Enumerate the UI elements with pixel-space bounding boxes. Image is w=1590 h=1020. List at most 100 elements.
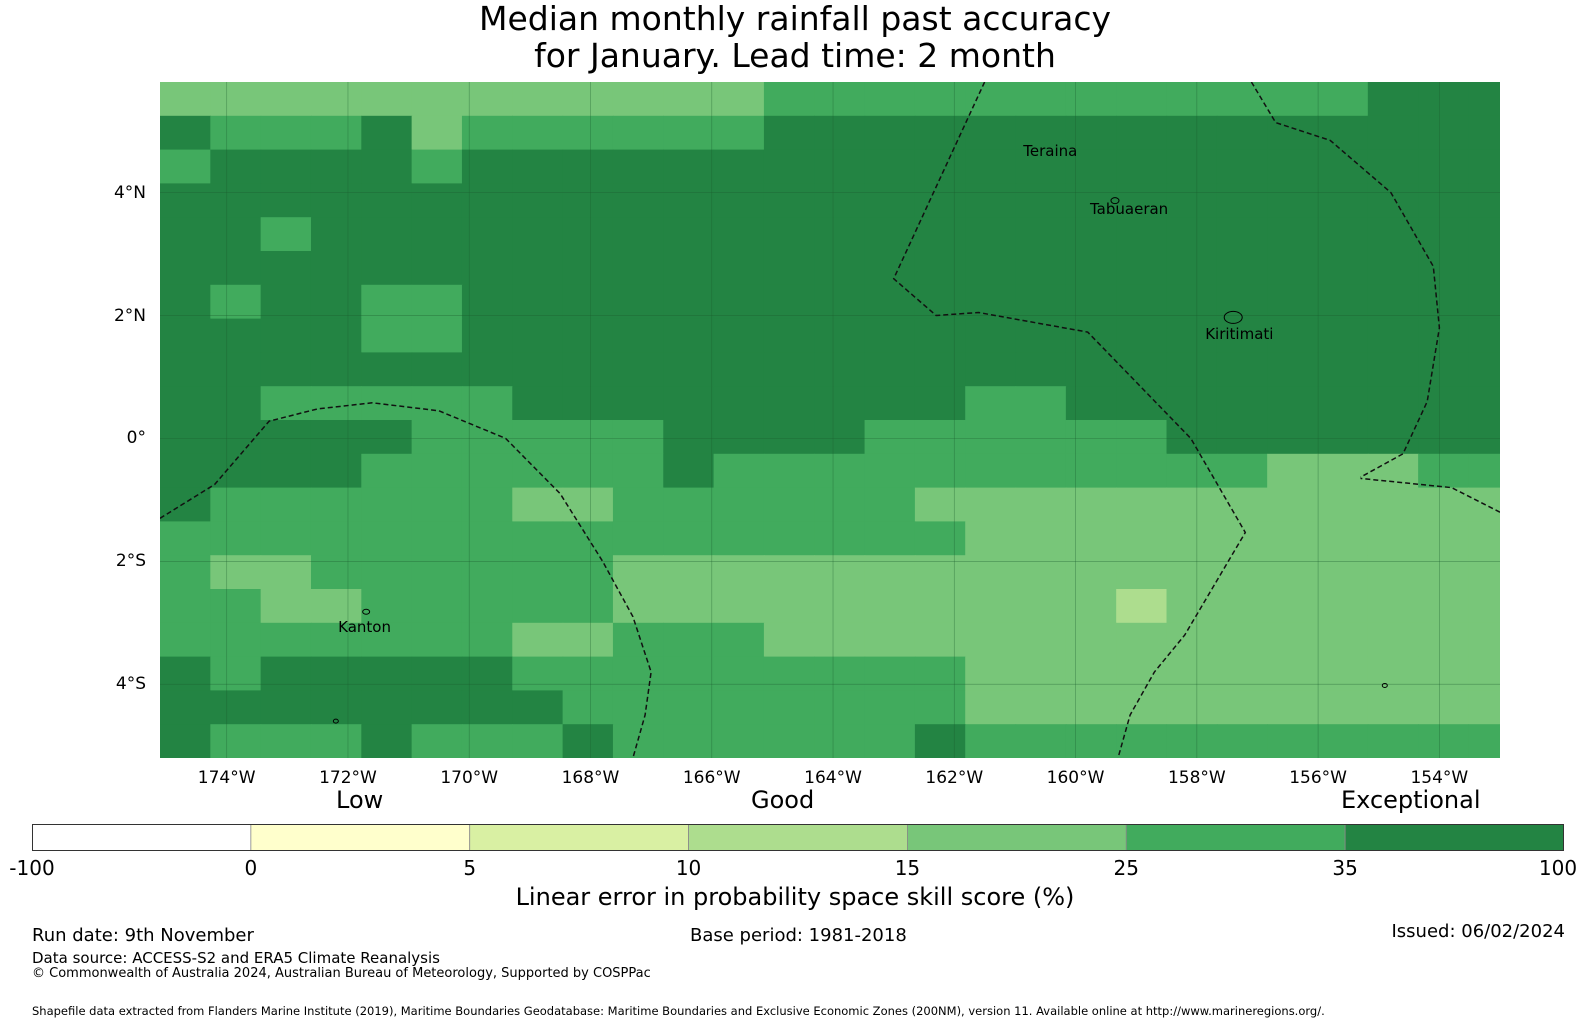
colorbar-tick-label: 25	[1113, 856, 1139, 880]
heatmap-cell	[411, 251, 463, 286]
heatmap-cell	[864, 318, 916, 353]
heatmap-cell	[361, 284, 413, 320]
heatmap-cell	[210, 487, 262, 522]
heatmap-cell	[663, 420, 715, 455]
heatmap-cell	[1065, 521, 1117, 556]
heatmap-cell	[914, 183, 966, 218]
heatmap-cell	[1166, 487, 1218, 522]
heatmap-cell	[1166, 656, 1218, 691]
heatmap-cell	[1166, 183, 1218, 218]
heatmap-cell	[210, 82, 262, 117]
heatmap-cell	[864, 521, 916, 556]
heatmap-cell	[1468, 386, 1500, 421]
heatmap-cell	[663, 251, 715, 286]
heatmap-cell	[763, 622, 815, 658]
heatmap-cell	[562, 487, 614, 522]
heatmap-cell	[1267, 318, 1319, 353]
skill-score-map[interactable]	[160, 82, 1500, 758]
heatmap-cell	[663, 724, 715, 758]
heatmap-cell	[1367, 555, 1419, 590]
heatmap-cell	[612, 251, 664, 286]
heatmap-cell	[1367, 690, 1419, 725]
heatmap-cell	[1418, 420, 1470, 455]
heatmap-cell	[1065, 352, 1117, 387]
heatmap-cell	[260, 82, 312, 117]
heatmap-cell	[1267, 453, 1319, 489]
heatmap-cell	[562, 82, 614, 117]
heatmap-cell	[260, 487, 312, 522]
heatmap-cell	[210, 555, 262, 590]
heatmap-cell	[1216, 453, 1268, 489]
heatmap-cell	[260, 521, 312, 556]
heatmap-cell	[461, 622, 513, 658]
heatmap-cell	[1468, 217, 1500, 252]
heatmap-cell	[965, 284, 1017, 320]
heatmap-cell	[914, 487, 966, 522]
heatmap-cell	[814, 183, 866, 218]
heatmap-cell	[562, 284, 614, 320]
heatmap-cell	[1468, 420, 1500, 455]
heatmap-cell	[461, 555, 513, 590]
heatmap-cell	[461, 420, 513, 455]
heatmap-cell	[1216, 656, 1268, 691]
heatmap-cell	[713, 386, 765, 421]
heatmap-cell	[361, 115, 413, 151]
lat-tick-label: 2°N	[113, 305, 146, 326]
heatmap-cell	[965, 149, 1017, 184]
run-date: Run date: 9th November	[32, 925, 254, 946]
heatmap-cell	[965, 453, 1017, 489]
heatmap-cell	[1367, 386, 1419, 421]
heatmap-cell	[512, 251, 564, 286]
heatmap-cell	[1065, 555, 1117, 590]
heatmap-cell	[965, 251, 1017, 286]
heatmap-cell	[310, 318, 362, 353]
heatmap-cell	[763, 487, 815, 522]
heatmap-cell	[1418, 217, 1470, 252]
heatmap-cell	[914, 690, 966, 725]
shapefile-credit: Shapefile data extracted from Flanders M…	[32, 1004, 1325, 1018]
heatmap-cell	[713, 217, 765, 252]
heatmap-cell	[1267, 589, 1319, 624]
heatmap-cell	[1015, 724, 1067, 758]
heatmap-cell	[763, 453, 815, 489]
heatmap-cell	[612, 386, 664, 421]
heatmap-cell	[1317, 656, 1369, 691]
heatmap-cell	[914, 115, 966, 151]
heatmap-cell	[914, 386, 966, 421]
heatmap-cell	[562, 724, 614, 758]
heatmap-cell	[864, 690, 916, 725]
colorbar-segment	[1344, 824, 1564, 851]
heatmap-cell	[310, 521, 362, 556]
heatmap-cell	[411, 487, 463, 522]
heatmap-cell	[965, 724, 1017, 758]
heatmap-cell	[1166, 352, 1218, 387]
heatmap-cell	[1065, 656, 1117, 691]
heatmap-cell	[1367, 656, 1419, 691]
heatmap-cell	[1267, 487, 1319, 522]
heatmap-cell	[713, 487, 765, 522]
lon-tick-label: 160°W	[1046, 768, 1105, 788]
heatmap-cell	[160, 352, 211, 387]
heatmap-cell	[1317, 251, 1369, 286]
heatmap-cell	[1065, 115, 1117, 151]
heatmap-cell	[310, 622, 362, 658]
lon-tick-label: 174°W	[197, 768, 256, 788]
heatmap-cell	[1317, 487, 1369, 522]
heatmap-cell	[1015, 352, 1067, 387]
heatmap-cell	[914, 622, 966, 658]
lon-tick-label: 170°W	[440, 768, 499, 788]
heatmap-cell	[1065, 690, 1117, 725]
heatmap-cell	[612, 284, 664, 320]
heatmap-cell	[260, 386, 312, 421]
heatmap-cell	[965, 555, 1017, 590]
heatmap-cell	[965, 690, 1017, 725]
heatmap-cell	[562, 453, 614, 489]
heatmap-cell	[814, 82, 866, 117]
heatmap-cell	[411, 622, 463, 658]
heatmap-cell	[260, 724, 312, 758]
legend-category-exceptional: Exceptional	[1341, 786, 1481, 814]
heatmap-cell	[361, 453, 413, 489]
heatmap-cell	[210, 690, 262, 725]
heatmap-cell	[512, 453, 564, 489]
heatmap-cell	[1216, 115, 1268, 151]
